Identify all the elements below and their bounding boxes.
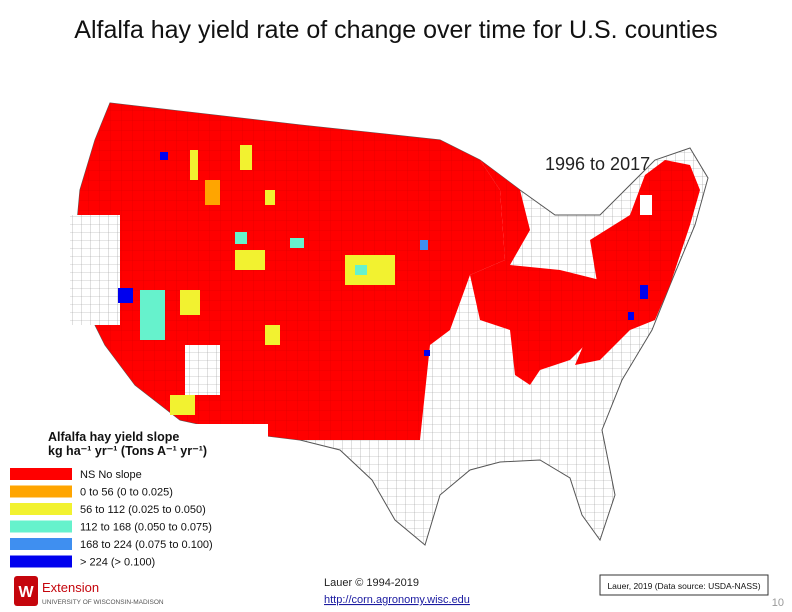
legend-swatch	[10, 485, 72, 498]
logo-crest	[14, 576, 38, 606]
slide-title: Alfalfa hay yield rate of change over ti…	[74, 16, 718, 44]
source-box	[599, 574, 769, 596]
legend-title: Alfalfa hay yield slope	[48, 430, 179, 444]
source-note: Lauer, 2019 (Data source: USDA-NASS)	[607, 581, 760, 591]
legend-swatch	[10, 555, 72, 568]
legend-swatch	[10, 468, 72, 480]
legend-swatch	[10, 503, 72, 515]
red-northeast	[575, 160, 700, 365]
legend-label: 56 to 112 (0.025 to 0.050)	[80, 504, 206, 516]
copyright: Lauer © 1994-2019	[324, 577, 419, 589]
white-patch	[185, 345, 220, 395]
legend-label: 112 to 168 (0.050 to 0.075)	[80, 522, 212, 534]
red-midwest	[470, 160, 610, 385]
legend-label: > 224 (> 0.100)	[80, 557, 155, 569]
legend-label: 0 to 56 (0 to 0.025)	[80, 487, 173, 499]
legend-swatch	[10, 538, 72, 550]
legend-swatch	[10, 520, 72, 533]
logo-name: Extension	[42, 580, 99, 595]
url-link[interactable]: http://corn.agronomy.wisc.edu	[324, 594, 470, 606]
white-patch	[70, 215, 120, 325]
period-label: 1996 to 2017	[545, 154, 650, 174]
logo-mark: W	[18, 584, 34, 601]
legend-label: 168 to 224 (0.075 to 0.100)	[80, 539, 213, 551]
legend-title: kg ha⁻¹ yr⁻¹ (Tons A⁻¹ yr⁻¹)	[48, 444, 207, 458]
logo-org: UNIVERSITY OF WISCONSIN-MADISON	[42, 599, 164, 606]
page-number: 10	[772, 597, 784, 609]
legend-label: NS No slope	[80, 469, 142, 481]
white-patch	[640, 195, 652, 215]
county-patches	[118, 145, 648, 437]
red-west	[75, 103, 505, 440]
